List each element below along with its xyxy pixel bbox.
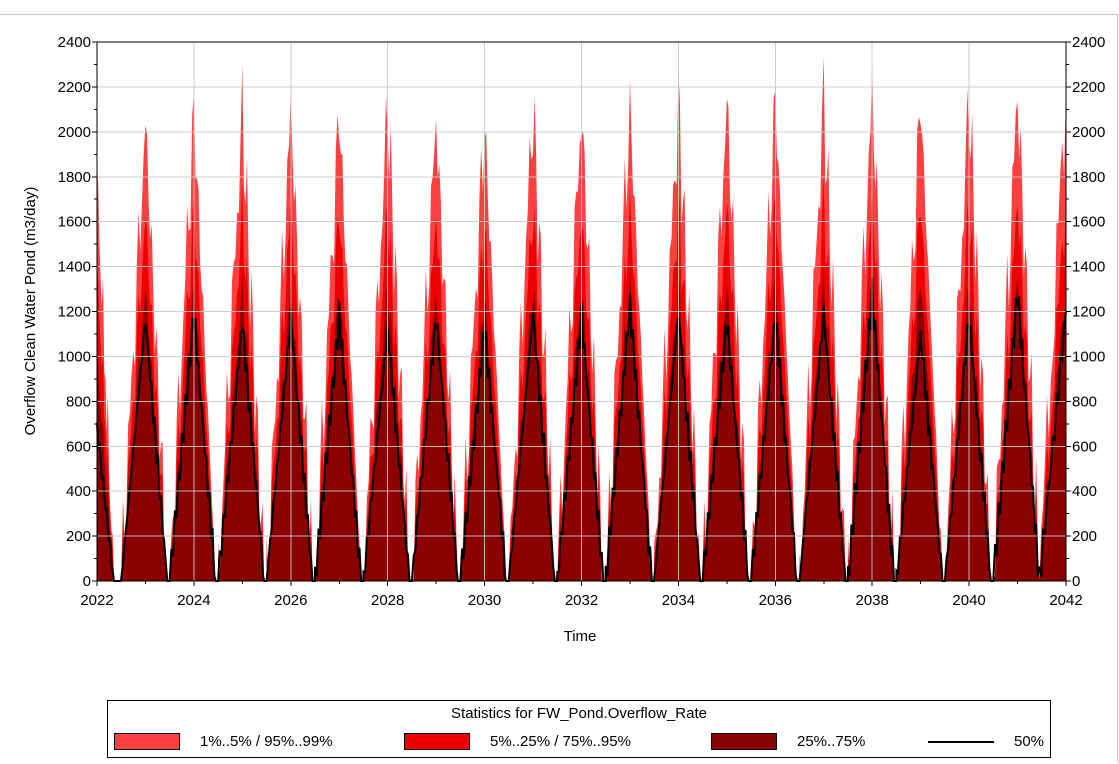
legend-label-1-99: 1%..5% / 95%..99%	[200, 733, 333, 750]
legend-title: Statistics for FW_Pond.Overflow_Rate	[451, 705, 707, 722]
y-tick-label-right: 200	[1072, 528, 1097, 545]
y-tick-label-right: 1600	[1072, 214, 1105, 231]
y-tick-label-left: 1200	[58, 304, 91, 321]
legend-swatch-5-95	[404, 733, 470, 750]
x-tick-label: 2040	[952, 592, 985, 609]
y-tick-label-right: 0	[1072, 573, 1080, 590]
chart-area: 0 0 200 200 400 400 600 600 800 800 1000 1000 1200 12…	[22, 34, 1106, 645]
y-tick-label-left: 200	[66, 528, 91, 545]
x-tick-label: 2032	[565, 592, 598, 609]
x-tick-label: 2036	[759, 592, 792, 609]
x-tick-label: 2034	[662, 592, 695, 609]
x-tick-label: 2038	[856, 592, 889, 609]
x-tick-label: 2028	[371, 592, 404, 609]
legend: Statistics for FW_Pond.Overflow_Rate 1%.…	[107, 700, 1051, 758]
y-axis-label: Overflow Clean Water Pond (m3/day)	[22, 187, 39, 436]
legend-swatch-25-75	[711, 733, 777, 750]
x-tick-label: 2030	[468, 592, 501, 609]
y-tick-label-left: 2200	[58, 79, 91, 96]
x-axis-label: Time	[564, 628, 597, 645]
x-tick-label: 2042	[1049, 592, 1082, 609]
y-tick-label-left: 2000	[58, 124, 91, 141]
y-tick-label-left: 1000	[58, 348, 91, 365]
y-tick-label-right: 1200	[1072, 304, 1105, 321]
axes-layer: 0 0 200 200 400 400 600 600 800 800 1000 1000 1200 12…	[58, 34, 1106, 609]
y-tick-label-left: 400	[66, 483, 91, 500]
y-tick-label-left: 600	[66, 438, 91, 455]
chart-frame	[0, 14, 1118, 763]
y-tick-label-left: 1400	[58, 259, 91, 276]
y-tick-label-right: 400	[1072, 483, 1097, 500]
x-tick-label: 2026	[274, 592, 307, 609]
x-tick-label: 2024	[177, 592, 210, 609]
x-tick-label: 2022	[80, 592, 113, 609]
grid-layer	[96, 41, 1067, 582]
legend-swatch-1-99	[114, 733, 180, 750]
y-tick-label-left: 1600	[58, 214, 91, 231]
y-tick-label-right: 600	[1072, 438, 1097, 455]
y-tick-label-right: 1400	[1072, 259, 1105, 276]
y-tick-label-left: 2400	[58, 34, 91, 51]
legend-label-median: 50%	[1014, 733, 1045, 750]
legend-label-25-75: 25%..75%	[797, 733, 866, 750]
y-tick-label-right: 2000	[1072, 124, 1105, 141]
y-tick-label-left: 0	[83, 573, 91, 590]
y-tick-label-right: 2200	[1072, 79, 1105, 96]
y-tick-label-right: 1800	[1072, 169, 1105, 186]
y-tick-label-right: 2400	[1072, 34, 1105, 51]
y-tick-label-right: 800	[1072, 393, 1097, 410]
legend-swatch-median	[928, 741, 994, 743]
y-tick-label-left: 1800	[58, 169, 91, 186]
y-tick-label-right: 1000	[1072, 348, 1105, 365]
legend-label-5-95: 5%..25% / 75%..95%	[490, 733, 631, 750]
y-tick-label-left: 800	[66, 393, 91, 410]
